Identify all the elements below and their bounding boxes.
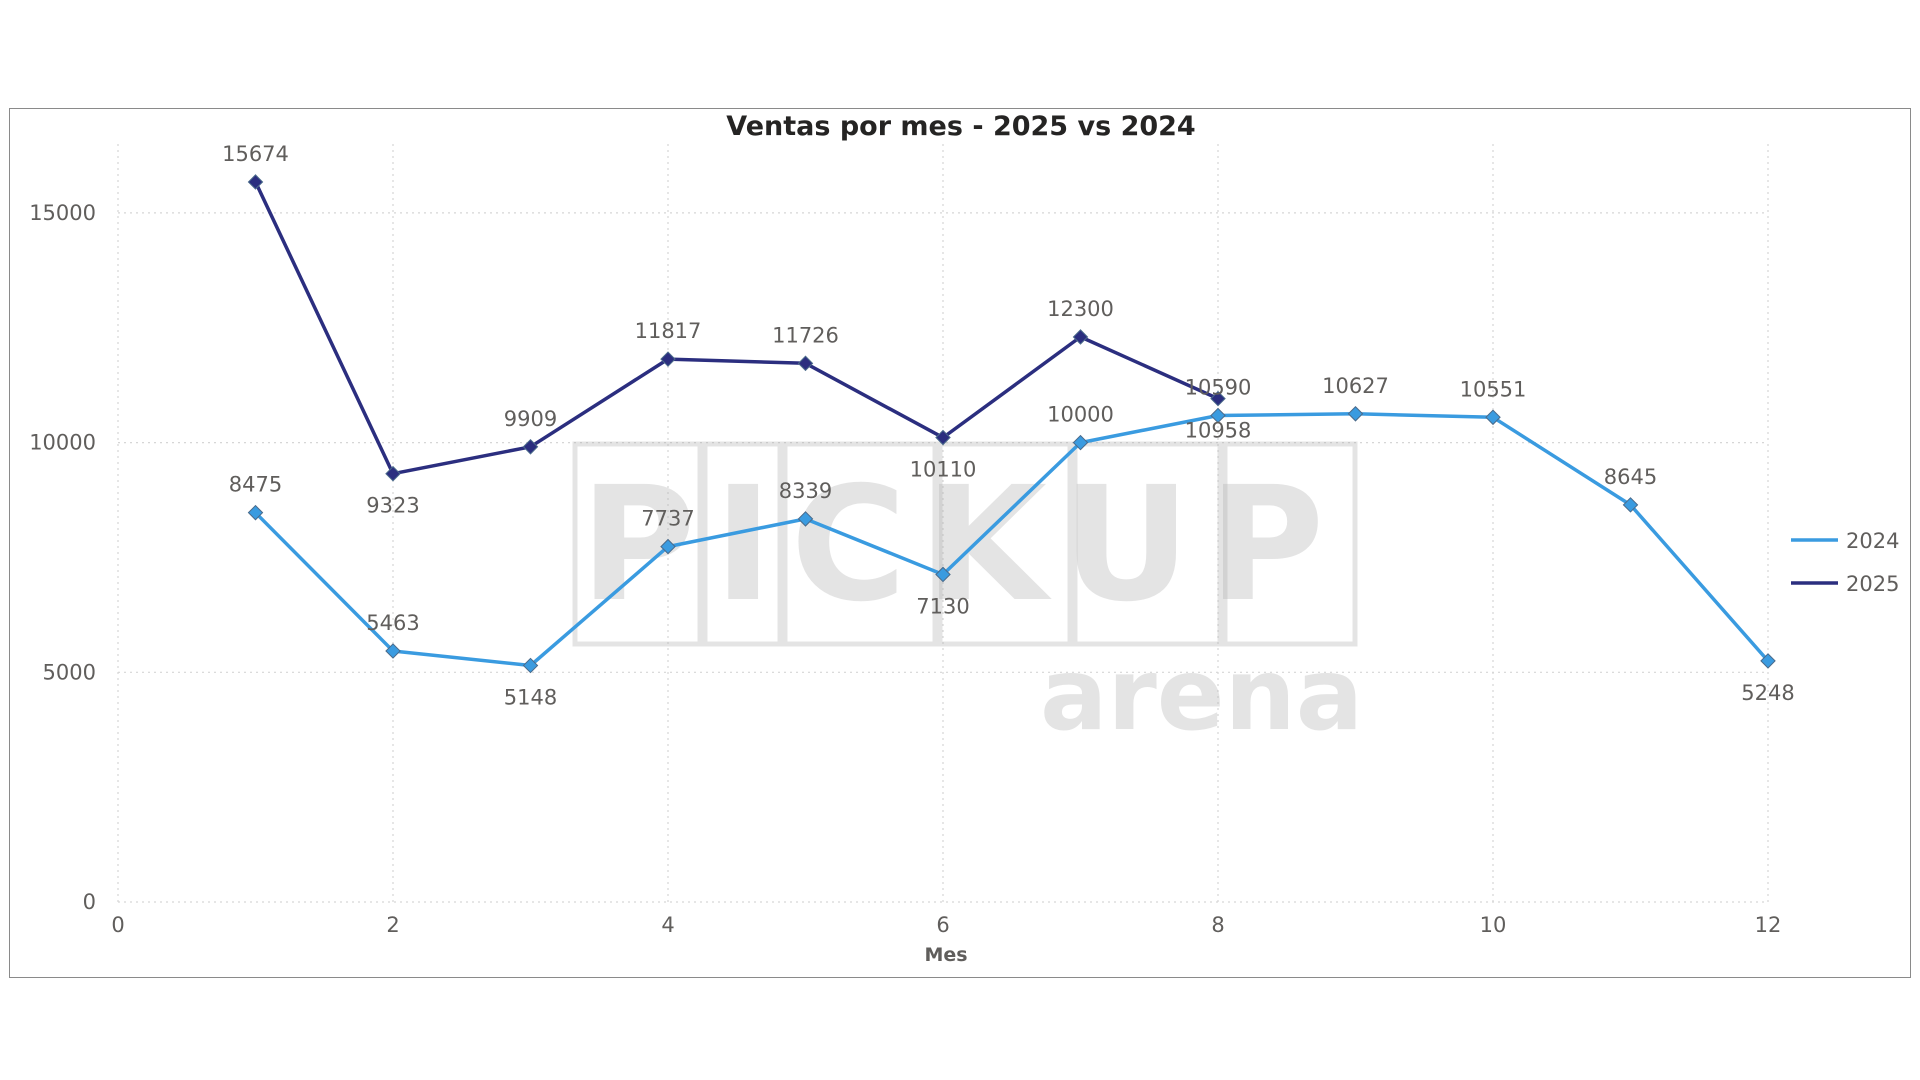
data-label-2024: 5148 [504, 686, 557, 710]
data-point-2025 [935, 429, 951, 446]
data-point-2024 [1210, 407, 1226, 424]
data-point-2025 [1072, 329, 1089, 345]
data-label-2025: 10958 [1185, 419, 1252, 443]
data-point-2024 [1622, 497, 1639, 513]
data-label-2025: 11817 [635, 319, 702, 343]
data-point-2024 [660, 538, 676, 555]
data-label-layer: 8475 5463 5148 7737 8339 7130 10000 10590 10627 1… [222, 142, 1795, 710]
x-tick-label: 12 [1755, 913, 1782, 937]
data-label-2024: 7737 [641, 507, 694, 531]
data-label-2024: 8475 [229, 473, 282, 497]
data-point-2024 [385, 643, 401, 659]
data-point-2024 [1760, 653, 1776, 669]
watermark-box [1222, 441, 1358, 647]
legend-label-2025: 2025 [1846, 572, 1899, 596]
data-label-2025: 12300 [1047, 297, 1114, 321]
x-tick-label: 8 [1211, 913, 1224, 937]
data-label-2025: 9323 [366, 494, 419, 518]
x-tick-label: 10 [1480, 913, 1507, 937]
x-tick-label: 6 [936, 913, 949, 937]
data-label-2024: 8339 [779, 479, 832, 503]
chart-frame: PICKUP arena 0 5000 10000 15000 0 2 4 6 8 10 12 84… [9, 108, 1911, 978]
grid-layer [117, 144, 1769, 903]
x-tick-label: 2 [386, 913, 399, 937]
series-layer [247, 174, 1776, 674]
data-label-2025: 11726 [772, 323, 839, 347]
legend: 2024 2025 [1791, 529, 1899, 596]
data-point-2024 [797, 511, 814, 527]
watermark-logo-text: PICKUP [580, 453, 1342, 637]
watermark-box [572, 441, 703, 647]
data-label-2024: 10590 [1185, 376, 1252, 400]
data-point-2024 [1072, 434, 1089, 451]
data-point-2024 [935, 566, 951, 583]
axis-layer: 0 5000 10000 15000 0 2 4 6 8 10 12 [29, 201, 1781, 937]
data-point-2025 [385, 465, 401, 482]
watermark-box [937, 441, 1073, 647]
data-point-2025 [660, 351, 676, 367]
data-point-2025 [797, 355, 814, 372]
series-line-2025 [253, 181, 1219, 476]
data-label-2024: 7130 [916, 594, 969, 618]
data-point-2025 [247, 174, 264, 190]
data-label-2024: 10627 [1322, 374, 1389, 398]
x-tick-label: 4 [661, 913, 674, 937]
watermark-box [1072, 441, 1223, 647]
data-point-2024 [247, 504, 264, 521]
chart-title: Ventas por mes - 2025 vs 2024 [726, 111, 1195, 142]
line-chart: PICKUP arena 0 5000 10000 15000 0 2 4 6 8 10 12 84… [29, 111, 1899, 966]
y-tick-label: 5000 [43, 660, 96, 684]
data-point-2024 [1485, 409, 1501, 426]
data-label-2024: 10551 [1460, 377, 1527, 401]
data-point-2024 [1347, 406, 1364, 422]
data-label-2024: 5463 [366, 611, 419, 635]
watermark: PICKUP arena [572, 441, 1363, 753]
data-label-2024: 8645 [1604, 465, 1657, 489]
data-point-2025 [522, 439, 539, 455]
data-label-2024: 10000 [1047, 403, 1114, 427]
data-point-2024 [522, 657, 539, 674]
data-point-2025 [1210, 390, 1226, 407]
watermark-logo-subtext: arena [1040, 636, 1363, 753]
watermark-box [702, 441, 783, 647]
data-label-2025: 9909 [504, 407, 557, 431]
y-tick-label: 10000 [29, 431, 96, 455]
series-line-2024 [254, 412, 1770, 668]
x-tick-label: 0 [111, 913, 124, 937]
y-tick-label: 15000 [29, 201, 96, 225]
data-label-2024: 5248 [1741, 681, 1794, 705]
data-label-2025: 15674 [222, 142, 289, 166]
x-axis-title: Mes [924, 944, 967, 966]
data-label-2025: 10110 [910, 458, 977, 482]
y-tick-label: 0 [83, 890, 96, 914]
watermark-box [782, 441, 938, 647]
legend-label-2024: 2024 [1846, 529, 1899, 553]
